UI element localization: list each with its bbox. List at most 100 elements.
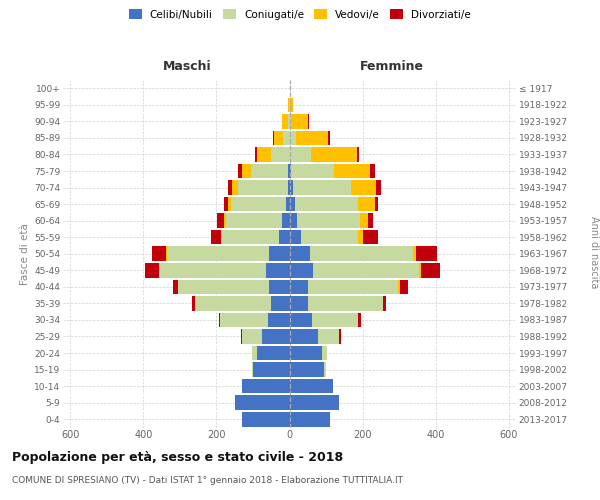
Bar bbox=[290, 263, 313, 278]
Bar bbox=[218, 312, 220, 327]
Bar bbox=[290, 114, 291, 128]
Bar bbox=[290, 412, 329, 426]
Bar bbox=[290, 180, 293, 195]
Bar bbox=[273, 130, 274, 145]
Bar bbox=[290, 280, 308, 294]
Bar bbox=[383, 296, 386, 310]
Text: Maschi: Maschi bbox=[163, 60, 212, 74]
Bar bbox=[269, 280, 290, 294]
Bar bbox=[287, 164, 290, 178]
Bar bbox=[251, 362, 253, 377]
Bar bbox=[290, 379, 334, 394]
Y-axis label: Fasce di età: Fasce di età bbox=[20, 223, 30, 284]
Bar bbox=[290, 312, 312, 327]
Bar bbox=[324, 362, 326, 377]
Bar bbox=[398, 280, 400, 294]
Bar bbox=[290, 346, 322, 360]
Bar bbox=[226, 214, 282, 228]
Bar bbox=[290, 147, 311, 162]
Bar bbox=[400, 280, 408, 294]
Bar bbox=[290, 396, 339, 410]
Legend: Celibi/Nubili, Coniugati/e, Vedovi/e, Divorziati/e: Celibi/Nubili, Coniugati/e, Vedovi/e, Di… bbox=[125, 5, 475, 24]
Bar bbox=[242, 164, 251, 178]
Bar bbox=[290, 296, 308, 310]
Bar bbox=[358, 312, 361, 327]
Bar bbox=[166, 246, 167, 261]
Bar bbox=[416, 246, 437, 261]
Bar bbox=[257, 346, 290, 360]
Bar bbox=[228, 197, 231, 212]
Bar bbox=[290, 230, 301, 244]
Bar bbox=[224, 197, 228, 212]
Bar bbox=[211, 230, 221, 244]
Bar bbox=[310, 246, 413, 261]
Bar bbox=[322, 346, 327, 360]
Bar bbox=[242, 329, 262, 344]
Bar bbox=[339, 329, 341, 344]
Bar bbox=[222, 230, 278, 244]
Bar bbox=[287, 98, 289, 112]
Bar bbox=[295, 197, 358, 212]
Bar bbox=[251, 164, 287, 178]
Text: Anni di nascita: Anni di nascita bbox=[589, 216, 599, 288]
Bar bbox=[152, 246, 166, 261]
Bar bbox=[358, 147, 359, 162]
Bar bbox=[269, 246, 290, 261]
Bar bbox=[368, 214, 373, 228]
Bar bbox=[318, 329, 339, 344]
Bar bbox=[376, 197, 378, 212]
Bar bbox=[370, 164, 376, 178]
Text: Popolazione per età, sesso e stato civile - 2018: Popolazione per età, sesso e stato civil… bbox=[12, 451, 343, 464]
Bar bbox=[262, 329, 290, 344]
Bar bbox=[328, 130, 329, 145]
Bar bbox=[217, 214, 224, 228]
Bar bbox=[242, 412, 290, 426]
Bar bbox=[159, 263, 160, 278]
Bar bbox=[376, 180, 381, 195]
Bar bbox=[358, 230, 362, 244]
Bar bbox=[287, 114, 290, 128]
Bar bbox=[419, 263, 421, 278]
Bar bbox=[421, 263, 440, 278]
Bar bbox=[255, 147, 257, 162]
Bar bbox=[231, 197, 286, 212]
Bar bbox=[311, 147, 358, 162]
Bar bbox=[282, 214, 290, 228]
Bar bbox=[178, 280, 269, 294]
Bar bbox=[290, 246, 310, 261]
Bar bbox=[290, 130, 296, 145]
Bar bbox=[173, 280, 178, 294]
Bar bbox=[290, 214, 297, 228]
Bar bbox=[287, 180, 290, 195]
Bar bbox=[194, 296, 271, 310]
Bar bbox=[290, 362, 324, 377]
Bar bbox=[292, 164, 334, 178]
Bar bbox=[242, 379, 290, 394]
Bar bbox=[308, 296, 383, 310]
Bar bbox=[145, 263, 159, 278]
Bar bbox=[191, 296, 194, 310]
Bar bbox=[290, 98, 293, 112]
Bar bbox=[290, 197, 295, 212]
Bar bbox=[238, 164, 242, 178]
Bar bbox=[266, 263, 290, 278]
Bar bbox=[220, 312, 268, 327]
Bar bbox=[253, 362, 290, 377]
Bar bbox=[297, 214, 359, 228]
Bar bbox=[413, 246, 416, 261]
Bar bbox=[268, 312, 290, 327]
Bar bbox=[358, 197, 376, 212]
Bar bbox=[290, 329, 318, 344]
Bar bbox=[312, 312, 358, 327]
Bar bbox=[232, 180, 238, 195]
Bar bbox=[167, 246, 269, 261]
Bar bbox=[252, 346, 257, 360]
Bar bbox=[313, 263, 419, 278]
Bar bbox=[291, 114, 308, 128]
Bar bbox=[351, 180, 376, 195]
Bar bbox=[334, 164, 370, 178]
Text: Femmine: Femmine bbox=[359, 60, 424, 74]
Bar bbox=[235, 396, 290, 410]
Bar bbox=[359, 214, 368, 228]
Bar bbox=[308, 114, 309, 128]
